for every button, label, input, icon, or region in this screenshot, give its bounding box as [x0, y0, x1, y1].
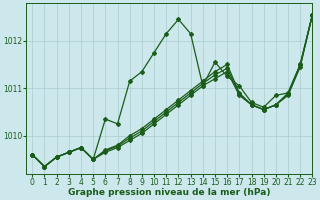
- X-axis label: Graphe pression niveau de la mer (hPa): Graphe pression niveau de la mer (hPa): [68, 188, 270, 197]
